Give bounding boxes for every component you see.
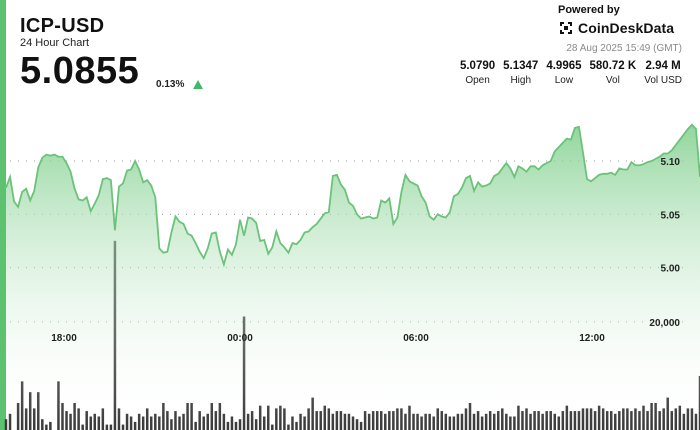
stat-value: 5.0790 [459,60,496,72]
stats-panel: 5.0790 Open 5.1347 High 4.9965 Low 580.7… [456,60,686,86]
price-line [5,123,700,268]
x-tick-label: 12:00 [579,333,605,344]
x-tick-label: 00:00 [227,333,253,344]
x-tick-label: 18:00 [51,333,77,344]
pair-title: ICP-USD [20,15,105,37]
stat-open: 5.0790 Open [456,60,499,86]
stat-low: 4.9965 Low [542,60,585,86]
stat-vol-usd: 2.94 M Vol USD [640,60,686,86]
timestamp: 28 Aug 2025 15:49 (GMT) [566,43,682,54]
stat-value: 580.72 K [589,60,637,72]
stat-label: Open [465,75,490,86]
up-arrow-icon [193,80,203,89]
stat-value: 2.94 M [645,60,681,72]
price-area [6,124,700,430]
brand-name: CoinDeskData [578,20,675,36]
powered-by-label: Powered by [558,4,620,16]
stat-vol: 580.72 K Vol [586,60,641,86]
volume-tick-label: 20,000 [649,318,680,329]
accent-bar [0,0,6,430]
current-price: 5.0855 [20,50,140,92]
coindesk-logo-icon [560,22,572,34]
stat-label: Low [554,75,574,86]
stat-high: 5.1347 High [499,60,542,86]
stat-label: Vol USD [644,75,682,86]
y-tick-label: 5.10 [661,157,681,168]
y-tick-label: 5.00 [661,264,681,275]
price-change: 0.13% [156,79,185,90]
y-tick-label: 5.05 [661,210,681,221]
axis-labels: 5.00 5.05 5.10 20,000 18:00 00:00 06:00 12:00 [51,157,680,344]
stat-label: Vol [605,75,620,86]
chart-subtitle: 24 Hour Chart [20,37,90,49]
brand-logo[interactable]: CoinDeskData [558,20,674,36]
stat-value: 5.1347 [503,60,539,72]
x-tick-label: 06:00 [403,333,429,344]
stat-label: High [510,75,532,86]
stat-value: 4.9965 [546,60,582,72]
